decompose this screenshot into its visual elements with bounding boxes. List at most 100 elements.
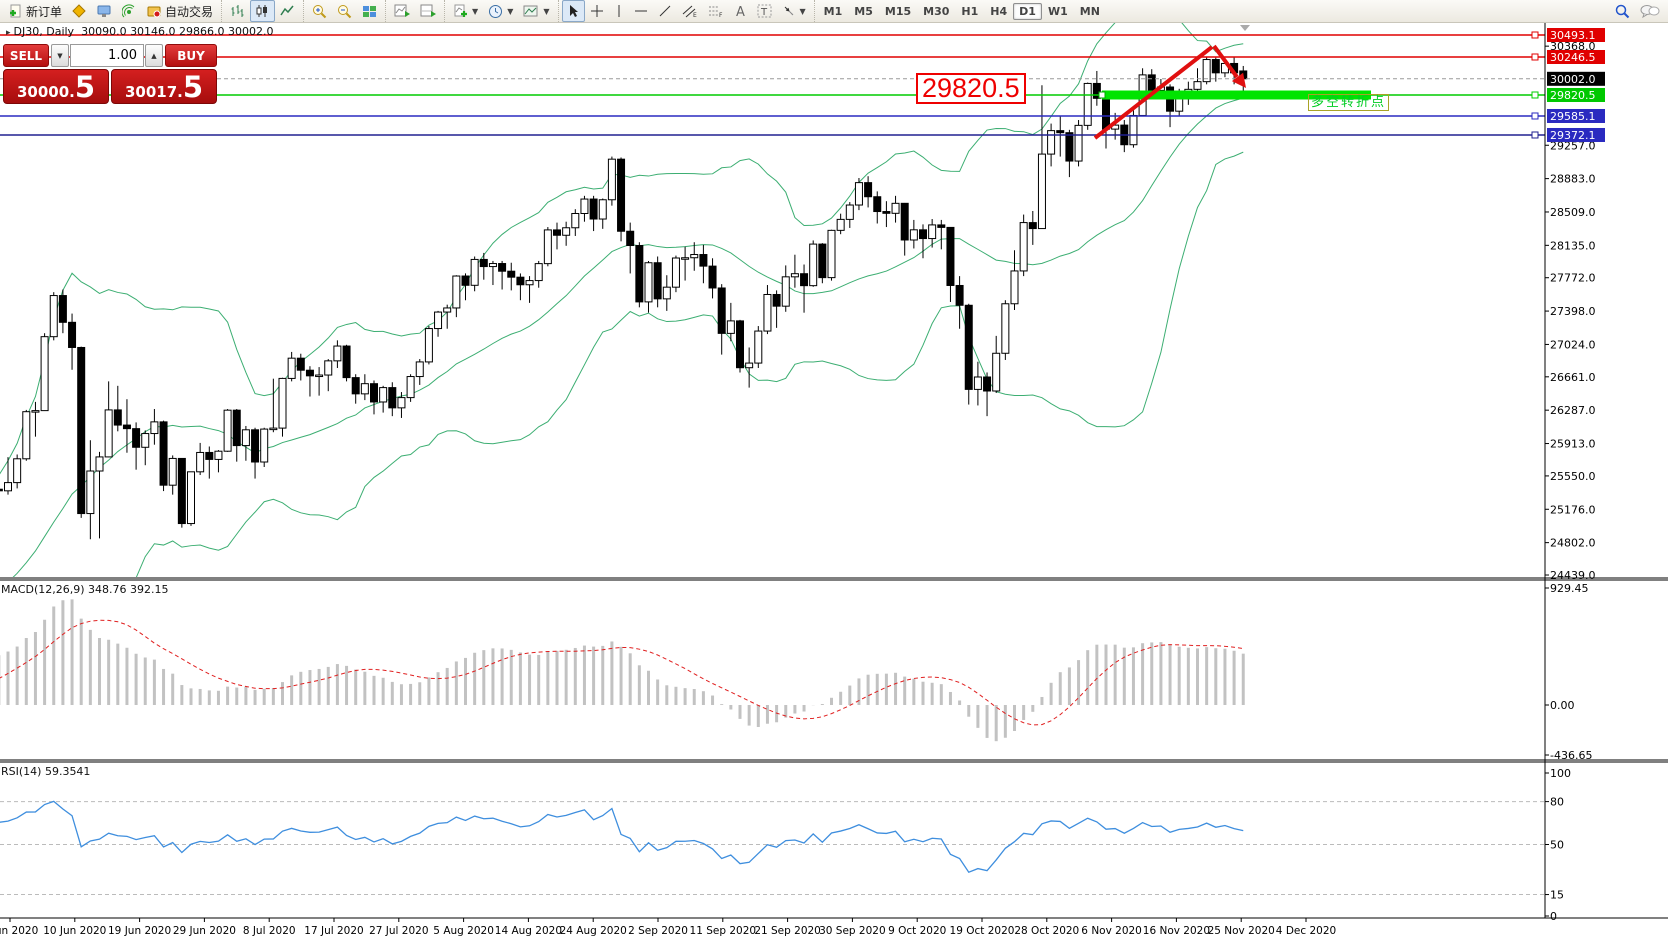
- timeframe-button-mn[interactable]: MN: [1079, 4, 1100, 18]
- timeframe-button-m30[interactable]: M30: [923, 4, 950, 18]
- line-chart-icon: [280, 5, 294, 16]
- cursor-icon: [569, 5, 578, 17]
- price-tick: 28883.0: [1550, 173, 1596, 186]
- macd-indicator-label: MACD(12,26,9) 348.76 392.15: [1, 583, 169, 596]
- fibonacci-tool-button[interactable]: F: [703, 0, 729, 22]
- fibonacci-icon: F: [708, 6, 723, 18]
- search-icon[interactable]: [1615, 4, 1630, 19]
- candlestick-mode-button[interactable]: [250, 0, 276, 22]
- hline-support-lower-axis-text: 29372.1: [1550, 129, 1596, 142]
- main-pane: [0, 23, 1545, 577]
- timeframe-button-d1[interactable]: D1: [1013, 2, 1042, 20]
- reversal-arrow-head[interactable]: [1231, 72, 1246, 88]
- price-callout-label[interactable]: 29820.5: [916, 73, 1026, 104]
- hline-resistance-upper-handle[interactable]: [1531, 31, 1539, 39]
- new-order-button[interactable]: 新订单: [3, 0, 67, 22]
- reversal-arrow-line[interactable]: [1212, 44, 1239, 79]
- equidistant-channel-icon: E: [682, 5, 697, 18]
- hline-support-upper-handle[interactable]: [1531, 112, 1539, 120]
- hline-support-lower-handle[interactable]: [1531, 131, 1539, 139]
- trendline-tool-button[interactable]: [653, 0, 677, 22]
- timeframe-button-w1[interactable]: W1: [1047, 4, 1068, 18]
- pivot-note-label[interactable]: 多空转折点: [1308, 94, 1390, 111]
- text-tool-button[interactable]: A: [729, 0, 752, 22]
- rsi-scale-label: 100: [1550, 767, 1571, 780]
- pivot-zone-handle[interactable]: [1098, 91, 1106, 99]
- zoom-out-button[interactable]: [332, 0, 357, 22]
- hline-resistance-upper-axis-text: 30493.1: [1550, 29, 1596, 42]
- zoom-in-button[interactable]: [307, 0, 332, 22]
- volume-decrease-button[interactable]: ▼: [51, 44, 69, 67]
- add-indicator-button[interactable]: ▼: [448, 0, 483, 22]
- timeframe-button-m1[interactable]: M1: [823, 4, 843, 18]
- template-caret: ▼: [543, 6, 550, 16]
- volume-increase-button[interactable]: ▲: [145, 44, 163, 67]
- auto-trading-button[interactable]: 自动交易: [142, 0, 218, 22]
- sell-price-button[interactable]: 30000. 5: [3, 69, 109, 104]
- timeframe-button-m15[interactable]: M15: [884, 4, 912, 18]
- time-axis-label: 11 Sep 2020: [690, 925, 757, 937]
- line-chart-mode-button[interactable]: [275, 0, 300, 22]
- crosshair-tool-button[interactable]: [585, 0, 609, 22]
- buy-price-main: 30017: [124, 83, 178, 101]
- price-tick: 24802.0: [1550, 537, 1596, 550]
- indicator-subwindow-button[interactable]: [415, 0, 441, 22]
- price-tick: 27398.0: [1550, 305, 1596, 318]
- tile-windows-button[interactable]: [357, 0, 382, 22]
- buy-price-button[interactable]: 30017. 5: [111, 69, 217, 104]
- price-tick: 27024.0: [1550, 338, 1596, 351]
- tile-windows-icon: [363, 6, 377, 17]
- terminal-button[interactable]: [92, 0, 117, 22]
- time-axis-label: 25 Nov 2020: [1208, 925, 1275, 937]
- time-axis-label: 30 Sep 2020: [819, 925, 886, 937]
- label-tool-button[interactable]: T: [752, 0, 777, 22]
- bar-chart-mode-button[interactable]: [225, 0, 250, 22]
- channel-tool-button[interactable]: E: [677, 0, 703, 22]
- template-button[interactable]: ▼: [518, 0, 554, 22]
- gold-seal-icon: [72, 4, 86, 18]
- hline-resistance-lower-handle[interactable]: [1531, 53, 1539, 61]
- chart-profile-button[interactable]: [67, 0, 92, 22]
- chart-shift-marker[interactable]: [1240, 25, 1250, 31]
- time-axis-label: 1 Jun 2020: [0, 925, 38, 937]
- cursor-tool-button[interactable]: [561, 0, 585, 22]
- arrows-icon: [784, 6, 793, 16]
- hline-resistance-upper-axis-label: [1547, 28, 1605, 42]
- rsi-scale-label: 15: [1550, 889, 1564, 902]
- arrows-tool-button[interactable]: ▼: [777, 0, 811, 22]
- price-tick: 28135.0: [1550, 239, 1596, 252]
- chat-icon[interactable]: [1640, 4, 1660, 19]
- auto-trading-icon: [147, 6, 161, 18]
- hline-pivot-green-handle[interactable]: [1531, 91, 1539, 99]
- hline-support-upper-axis-label: [1547, 108, 1605, 123]
- time-axis-label: 19 Jun 2020: [108, 925, 171, 937]
- timeframe-button-m5[interactable]: M5: [854, 4, 873, 18]
- indicator-window-button[interactable]: [389, 0, 415, 22]
- hline-resistance-lower-axis-label: [1547, 49, 1605, 64]
- price-tick: 26661.0: [1550, 371, 1596, 384]
- buy-button[interactable]: BUY: [165, 44, 217, 67]
- trend-up-line[interactable]: [1093, 45, 1214, 140]
- timeframe-button-h1[interactable]: H1: [961, 4, 979, 18]
- hline-support-lower-axis-label: [1547, 127, 1605, 142]
- timeframe-button-h4[interactable]: H4: [990, 4, 1008, 18]
- price-tick: 26287.0: [1550, 404, 1596, 417]
- period-caret: ▼: [507, 6, 514, 16]
- volume-input[interactable]: 1.00: [70, 44, 144, 67]
- buy-price-frac: 5: [182, 70, 204, 104]
- rsi-indicator-label: RSI(14) 59.3541: [1, 765, 91, 778]
- news-feed-button[interactable]: [117, 0, 142, 22]
- time-axis-label: 2 Sep 2020: [628, 925, 688, 937]
- hline-tool-button[interactable]: [629, 0, 653, 22]
- vline-tool-button[interactable]: [609, 0, 629, 22]
- svg-text:F: F: [719, 12, 723, 18]
- add-indicator-caret: ▼: [472, 6, 479, 16]
- price-tick: 24439.0: [1550, 569, 1596, 582]
- sell-button[interactable]: SELL: [3, 44, 49, 67]
- period-button[interactable]: ▼: [483, 0, 518, 22]
- time-axis-label: 6 Nov 2020: [1081, 925, 1142, 937]
- bar-chart-icon: [231, 5, 244, 17]
- time-axis-label: 4 Dec 2020: [1276, 925, 1336, 937]
